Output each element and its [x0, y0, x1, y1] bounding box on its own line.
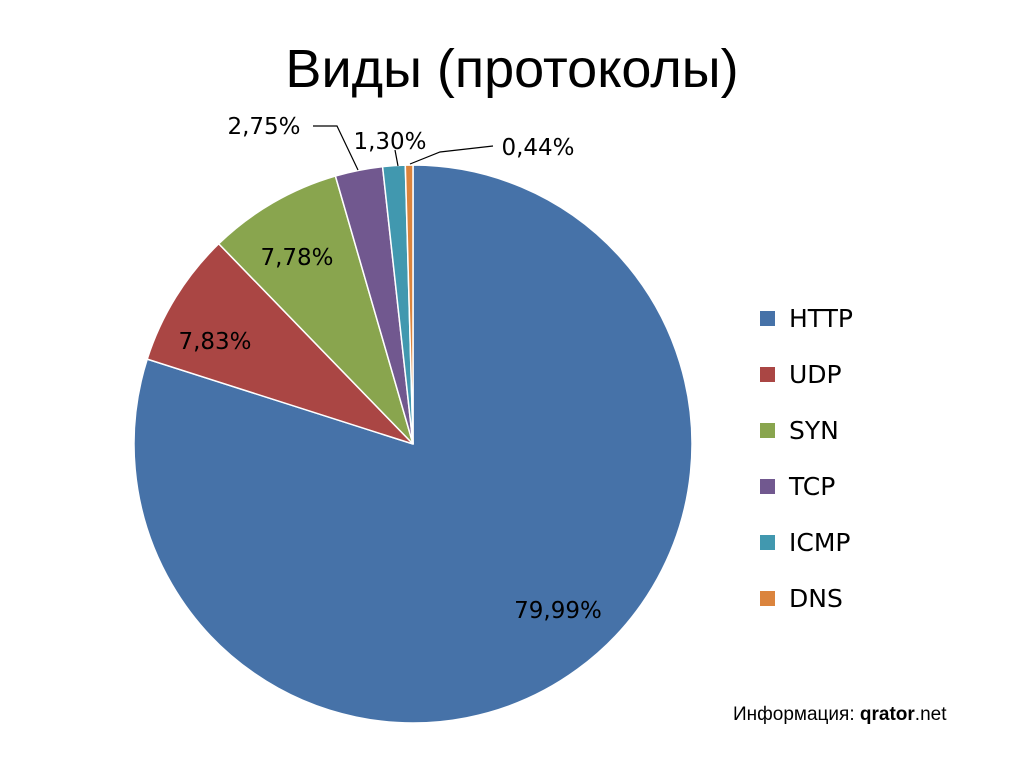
legend-swatch [760, 422, 775, 438]
legend-label: HTTP [789, 303, 853, 333]
legend-swatch [760, 366, 775, 382]
data-label-tcp: 2,75% [227, 114, 300, 140]
source-note: Информация: qrator.net [733, 704, 947, 726]
source-prefix: Информация: [733, 704, 860, 725]
leader-line-icmp [394, 149, 399, 167]
legend-swatch [760, 478, 775, 494]
source-suffix: .net [914, 704, 947, 725]
legend-swatch [760, 534, 775, 550]
legend-swatch [760, 590, 775, 606]
slide-title: Виды (протоколы) [285, 39, 739, 99]
legend-item-udp: UDP [760, 346, 853, 402]
source-brand: qrator [859, 704, 915, 725]
pie-slice-dns [404, 164, 414, 445]
leader-line-tcp [313, 125, 359, 171]
legend-item-icmp: ICMP [760, 514, 853, 570]
legend-label: ICMP [789, 527, 851, 557]
legend-label: TCP [789, 471, 836, 501]
data-label-http: 79,99% [514, 598, 602, 624]
chart-legend: HTTP UDP SYN TCP ICMP DNS [760, 290, 853, 626]
legend-item-syn: SYN [760, 402, 853, 458]
legend-label: DNS [789, 583, 843, 613]
data-label-icmp: 1,30% [353, 129, 426, 155]
legend-label: UDP [789, 359, 842, 389]
legend-item-tcp: TCP [760, 458, 853, 514]
leader-line-dns [409, 145, 494, 165]
data-label-udp: 7,83% [178, 329, 251, 355]
legend-label: SYN [789, 415, 839, 445]
data-label-dns: 0,44% [501, 135, 574, 161]
pie-slice-syn [217, 175, 414, 445]
legend-swatch [760, 310, 775, 326]
data-label-syn: 7,78% [260, 245, 333, 271]
legend-item-dns: DNS [760, 570, 853, 626]
legend-item-http: HTTP [760, 290, 853, 346]
pie-slice-udp [146, 242, 414, 445]
